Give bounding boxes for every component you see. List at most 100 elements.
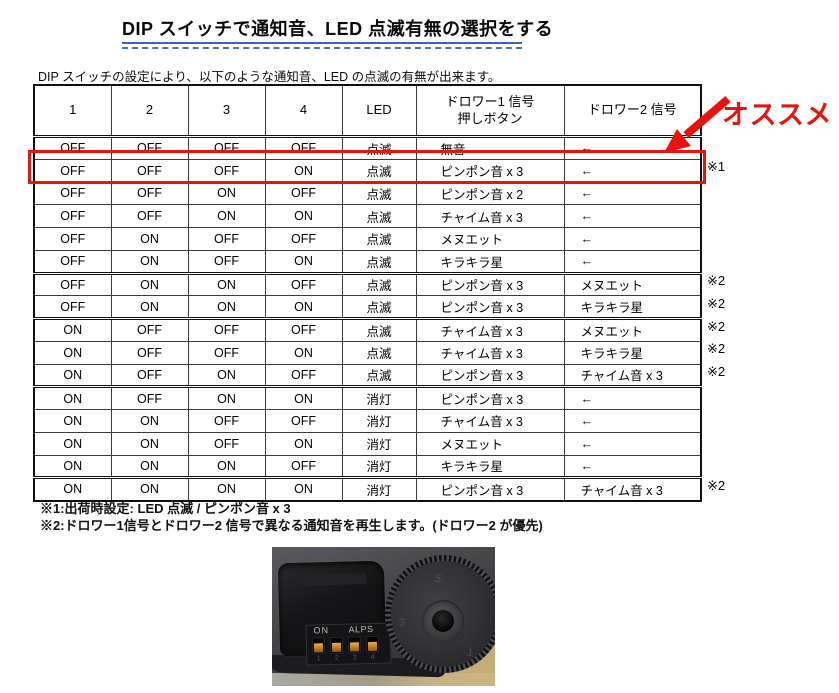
switch3-cell: OFF xyxy=(187,340,266,365)
led-cell: 点滅 xyxy=(341,271,417,297)
switch4-cell: OFF xyxy=(264,227,343,251)
drawer1-cell: ピンポン音 x 3 xyxy=(415,158,565,183)
led-cell: 点滅 xyxy=(341,340,417,365)
rotary-dial: 5 3 1 xyxy=(385,555,495,673)
drawer2-cell: ← xyxy=(563,158,702,183)
dip-switch-number: 4 xyxy=(370,653,375,661)
page-title: DIP スイッチで通知音、LED 点滅有無の選択をする xyxy=(122,19,554,39)
switch2-cell: OFF xyxy=(110,204,189,228)
switch3-cell: ON xyxy=(187,476,266,501)
switch1-cell: OFF xyxy=(33,204,112,228)
footnote-1: ※1:出荷時設定: LED 点滅 / ピンポン音 x 3 xyxy=(40,501,291,516)
dial-molded-mark: 5 xyxy=(433,572,443,586)
switch3-cell: ON xyxy=(187,385,266,410)
table-header-row: 1 2 3 4 LED ドロワー1 信号 押しボタン ドロワー2 信号 xyxy=(33,84,702,138)
led-cell: 消灯 xyxy=(341,385,417,410)
drawer2-cell: キラキラ星 xyxy=(563,340,702,365)
switch3-cell: OFF xyxy=(187,409,266,433)
led-cell: 点滅 xyxy=(341,181,417,206)
drawer2-cell: ← xyxy=(563,431,702,456)
switch2-cell: ON xyxy=(110,249,189,274)
recess-glare xyxy=(302,573,367,586)
switch1-cell: ON xyxy=(33,454,112,479)
recommend-arrow-icon xyxy=(664,95,731,153)
switch1-cell: OFF xyxy=(33,181,112,206)
drawer2-cell: メヌエット xyxy=(563,317,702,342)
table-row-recommended: OFF OFF OFF ON 点滅 ピンポン音 x 3 ← xyxy=(33,158,702,183)
drawer1-cell: チャイム音 x 3 xyxy=(415,340,565,365)
table-row: OFF ON OFF OFF 点滅 メヌエット ← xyxy=(33,227,702,251)
drawer1-cell: キラキラ星 xyxy=(415,454,565,479)
switch2-cell: OFF xyxy=(110,385,189,410)
switch1-cell: ON xyxy=(33,317,112,342)
switch2-cell: ON xyxy=(110,271,189,297)
drawer2-cell: ← xyxy=(563,385,702,410)
switch2-cell: ON xyxy=(110,476,189,501)
switch3-cell: OFF xyxy=(187,431,266,456)
title-underline-solid xyxy=(122,42,522,44)
switch2-cell: OFF xyxy=(110,158,189,183)
dip-switch-4 xyxy=(365,635,380,654)
drawer2-cell: チャイム音 x 3 xyxy=(563,476,702,501)
drawer1-cell: チャイム音 x 3 xyxy=(415,204,565,228)
switch1-cell: ON xyxy=(33,431,112,456)
switch4-cell: ON xyxy=(264,249,343,274)
switch3-cell: ON xyxy=(187,295,266,319)
switch3-cell: OFF xyxy=(187,317,266,342)
header-switch-1: 1 xyxy=(33,84,112,138)
led-cell: 点滅 xyxy=(341,363,417,388)
led-cell: 消灯 xyxy=(341,431,417,456)
led-cell: 消灯 xyxy=(341,409,417,433)
drawer1-cell: ピンポン音 x 3 xyxy=(415,271,565,297)
dip-switch-number: 2 xyxy=(334,654,339,662)
table-row: ON OFF OFF OFF 点滅 チャイム音 x 3 メヌエット xyxy=(33,317,702,342)
dip-switch-photo: ON ALPS 1 2 3 4 5 3 1 xyxy=(272,547,495,686)
switch4-cell: ON xyxy=(264,295,343,319)
switch4-cell: OFF xyxy=(264,317,343,342)
drawer2-cell: ← xyxy=(563,454,702,479)
table-row: OFF OFF ON ON 点滅 チャイム音 x 3 ← xyxy=(33,204,702,228)
switch2-cell: OFF xyxy=(110,363,189,388)
switch1-cell: OFF xyxy=(33,271,112,297)
dip-knob xyxy=(331,642,342,653)
drawer1-cell: ピンポン音 x 2 xyxy=(415,181,565,206)
switch1-cell: OFF xyxy=(33,227,112,251)
switch3-cell: ON xyxy=(187,204,266,228)
dip-knob xyxy=(349,642,360,652)
table-row: OFF OFF ON OFF 点滅 ピンポン音 x 2 ← xyxy=(33,181,702,206)
drawer1-cell: チャイム音 x 3 xyxy=(415,409,565,433)
table-row: OFF OFF OFF OFF 点滅 無音 ← xyxy=(33,136,702,160)
drawer1-cell: メヌエット xyxy=(415,227,565,251)
recommend-label: オススメ xyxy=(722,100,832,130)
switch4-cell: ON xyxy=(264,385,343,410)
dip-on-label: ON xyxy=(313,625,330,636)
row-note: ※2 xyxy=(707,273,726,288)
drawer1-cell: メヌエット xyxy=(415,431,565,456)
header-drawer2: ドロワー2 信号 xyxy=(563,84,702,138)
led-cell: 消灯 xyxy=(341,454,417,479)
dip-switch-number: 3 xyxy=(352,654,357,662)
switch2-cell: OFF xyxy=(110,317,189,342)
header-drawer1: ドロワー1 信号 押しボタン xyxy=(415,84,565,138)
table-row: ON ON OFF ON 消灯 メヌエット ← xyxy=(33,431,702,456)
switch4-cell: OFF xyxy=(264,363,343,388)
drawer1-cell: ピンポン音 x 3 xyxy=(415,476,565,501)
drawer2-cell: ← xyxy=(563,227,702,251)
switch4-cell: ON xyxy=(264,204,343,228)
row-note: ※2 xyxy=(707,364,726,379)
drawer1-cell: キラキラ星 xyxy=(415,249,565,274)
dip-alps-label: ALPS xyxy=(348,623,374,635)
drawer2-cell: ← xyxy=(563,409,702,433)
rotary-dial-face: 5 3 1 xyxy=(391,561,495,667)
header-led: LED xyxy=(341,84,417,138)
switch4-cell: OFF xyxy=(264,181,343,206)
switch3-cell: OFF xyxy=(187,227,266,251)
switch2-cell: ON xyxy=(110,227,189,251)
drawer2-cell: キラキラ星 xyxy=(563,295,702,319)
switch2-cell: OFF xyxy=(110,340,189,365)
dip-settings-table: 1 2 3 4 LED ドロワー1 信号 押しボタン ドロワー2 信号 OFF O… xyxy=(33,84,702,502)
dip-knob xyxy=(367,641,378,652)
switch3-cell: ON xyxy=(187,454,266,479)
switch2-cell: ON xyxy=(110,454,189,479)
row-note: ※2 xyxy=(707,477,726,493)
